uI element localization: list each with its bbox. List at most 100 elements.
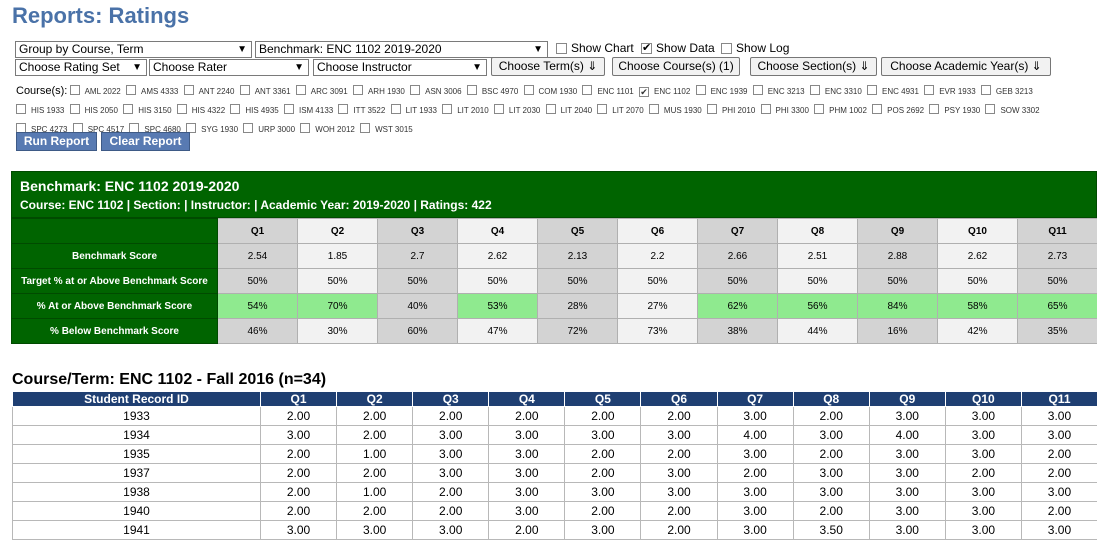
course-checkbox[interactable]: PSY 1930	[929, 101, 980, 120]
choose-terms-button[interactable]: Choose Term(s) ⇓	[491, 57, 605, 76]
course-checkbox[interactable]: ARC 3091	[295, 82, 348, 101]
course-checkbox[interactable]: ANT 2240	[183, 82, 234, 101]
question-header: Q10	[937, 218, 1018, 244]
course-checkbox[interactable]: SYG 1930	[186, 120, 238, 139]
group-by-select[interactable]: Group by Course, Term ▼	[15, 41, 252, 58]
course-checkbox[interactable]: AML 2022	[69, 82, 121, 101]
course-checkbox[interactable]: ASN 3006	[410, 82, 462, 101]
checkbox-icon	[176, 104, 187, 114]
course-checkbox-label: HIS 4935	[245, 106, 279, 115]
course-checkbox-label: SPC 4517	[87, 125, 125, 134]
choose-courses-button[interactable]: Choose Course(s) (1)	[612, 57, 740, 76]
benchmark-cell: 2.7	[377, 243, 458, 269]
course-checkbox[interactable]: ENC 3310	[809, 82, 862, 101]
course-checkbox[interactable]: LIT 2070	[597, 101, 644, 120]
score-cell: 2.00	[259, 482, 338, 502]
benchmark-cell: 73%	[617, 318, 698, 344]
question-header: Q7	[697, 218, 778, 244]
choose-sections-button[interactable]: Choose Section(s) ⇓	[750, 57, 877, 76]
course-checkbox-label: GEB 3213	[995, 87, 1033, 96]
course-checkbox[interactable]: URP 3000	[243, 120, 295, 139]
clear-report-button[interactable]: Clear Report	[101, 132, 190, 151]
benchmark-cell: 2.51	[777, 243, 858, 269]
show-chart-label: Show Chart	[571, 41, 634, 55]
show-data-checkbox[interactable]: ✔ Show Data	[641, 41, 715, 55]
checkbox-icon	[243, 123, 254, 133]
dropdown-arrow-icon: ▼	[472, 62, 482, 73]
course-checkbox[interactable]: LIT 2030	[493, 101, 540, 120]
score-cell: 4.00	[716, 425, 794, 445]
benchmark-cell: 1.85	[297, 243, 378, 269]
course-checkbox-label: WOH 2012	[315, 125, 355, 134]
checkbox-icon	[186, 123, 197, 133]
course-checkbox[interactable]: WST 3015	[360, 120, 413, 139]
course-checkbox[interactable]: EVR 1933	[924, 82, 976, 101]
course-checkbox[interactable]: PHI 2010	[706, 101, 755, 120]
score-cell: 2.00	[792, 406, 870, 426]
score-cell: 2.00	[640, 444, 718, 464]
course-checkbox[interactable]: GEB 3213	[980, 82, 1033, 101]
course-checkbox[interactable]: AMS 4333	[125, 82, 178, 101]
course-checkbox[interactable]: HIS 3150	[123, 101, 172, 120]
course-checkbox[interactable]: BSC 4970	[466, 82, 518, 101]
benchmark-value: Benchmark: ENC 1102 2019-2020	[259, 42, 442, 56]
column-header: Q7	[716, 391, 794, 407]
course-checkbox[interactable]: ANT 3361	[239, 82, 291, 101]
course-checkbox[interactable]: COM 1930	[523, 82, 577, 101]
benchmark-corner-cell	[11, 218, 218, 244]
score-cell: 3.00	[944, 425, 1022, 445]
score-cell: 3.00	[944, 501, 1022, 521]
course-checkbox[interactable]: ENC 1101	[582, 82, 634, 101]
benchmark-cell: 53%	[457, 293, 538, 319]
course-checkbox[interactable]: HIS 1933	[16, 101, 64, 120]
course-checkbox[interactable]: PHI 3300	[760, 101, 809, 120]
course-checkbox[interactable]: ENC 3213	[752, 82, 805, 101]
course-checkbox[interactable]: ISM 4133	[283, 101, 333, 120]
course-checkbox[interactable]: PHM 1002	[814, 101, 867, 120]
table-row: 1941 3.00 3.00 3.00 2.00 3.00 2.00 3.00 3.50 3.00…	[12, 520, 1097, 540]
checkbox-icon	[752, 85, 763, 95]
course-checkbox[interactable]: HIS 2050	[69, 101, 118, 120]
course-checkbox[interactable]: MUS 1930	[648, 101, 702, 120]
course-checkbox-label: ARC 3091	[310, 87, 348, 96]
course-checkbox[interactable]: POS 2692	[872, 101, 924, 120]
run-report-button[interactable]: Run Report	[16, 132, 97, 151]
course-checkbox[interactable]: ITT 3522	[338, 101, 385, 120]
score-cell: 3.00	[564, 482, 642, 502]
course-checkbox-label: ENC 1101	[597, 87, 634, 96]
rater-select[interactable]: Choose Rater ▼	[149, 59, 309, 76]
show-log-checkbox[interactable]: Show Log	[721, 41, 789, 55]
course-checkbox-label: PSY 1930	[944, 106, 981, 115]
score-cell: 2.00	[564, 406, 642, 426]
course-checkbox[interactable]: WOH 2012	[300, 120, 355, 139]
show-chart-checkbox[interactable]: Show Chart	[556, 41, 634, 55]
score-cell: 2.00	[412, 406, 490, 426]
course-checkbox[interactable]: LIT 1933	[390, 101, 437, 120]
rating-set-select[interactable]: Choose Rating Set ▼	[15, 59, 147, 76]
course-checkbox-label: ENC 4931	[882, 87, 919, 96]
course-checkbox[interactable]: LIT 2040	[545, 101, 592, 120]
checkbox-icon	[695, 85, 706, 95]
choose-academic-years-button[interactable]: Choose Academic Year(s) ⇓	[881, 57, 1051, 76]
benchmark-cell: 50%	[297, 268, 378, 294]
checkbox-icon	[872, 104, 883, 114]
course-checkbox[interactable]: HIS 4935	[230, 101, 279, 120]
course-checkbox[interactable]: ENC 1939	[695, 82, 747, 101]
course-checkbox[interactable]: ENC 4931	[867, 82, 919, 101]
course-checkbox[interactable]: ✔ ENC 1102	[639, 82, 690, 101]
score-cell: 3.00	[1020, 520, 1097, 540]
benchmark-cell: 47%	[457, 318, 538, 344]
course-checkbox[interactable]: ARH 1930	[352, 82, 405, 101]
question-header: Q6	[617, 218, 698, 244]
question-header: Q1	[217, 218, 298, 244]
score-cell: 2.00	[259, 406, 338, 426]
instructor-select[interactable]: Choose Instructor ▼	[313, 59, 487, 76]
course-checkbox[interactable]: LIT 2010	[442, 101, 489, 120]
checkbox-icon	[985, 104, 996, 114]
table-row: 1933 2.00 2.00 2.00 2.00 2.00 2.00 3.00 2.00 3.00…	[12, 406, 1097, 426]
checkbox-icon	[16, 104, 26, 114]
course-checkbox[interactable]: SOW 3302	[985, 101, 1040, 120]
benchmark-cell: 50%	[537, 268, 618, 294]
benchmark-select[interactable]: Benchmark: ENC 1102 2019-2020 ▼	[255, 41, 548, 58]
course-checkbox[interactable]: HIS 4322	[176, 101, 225, 120]
